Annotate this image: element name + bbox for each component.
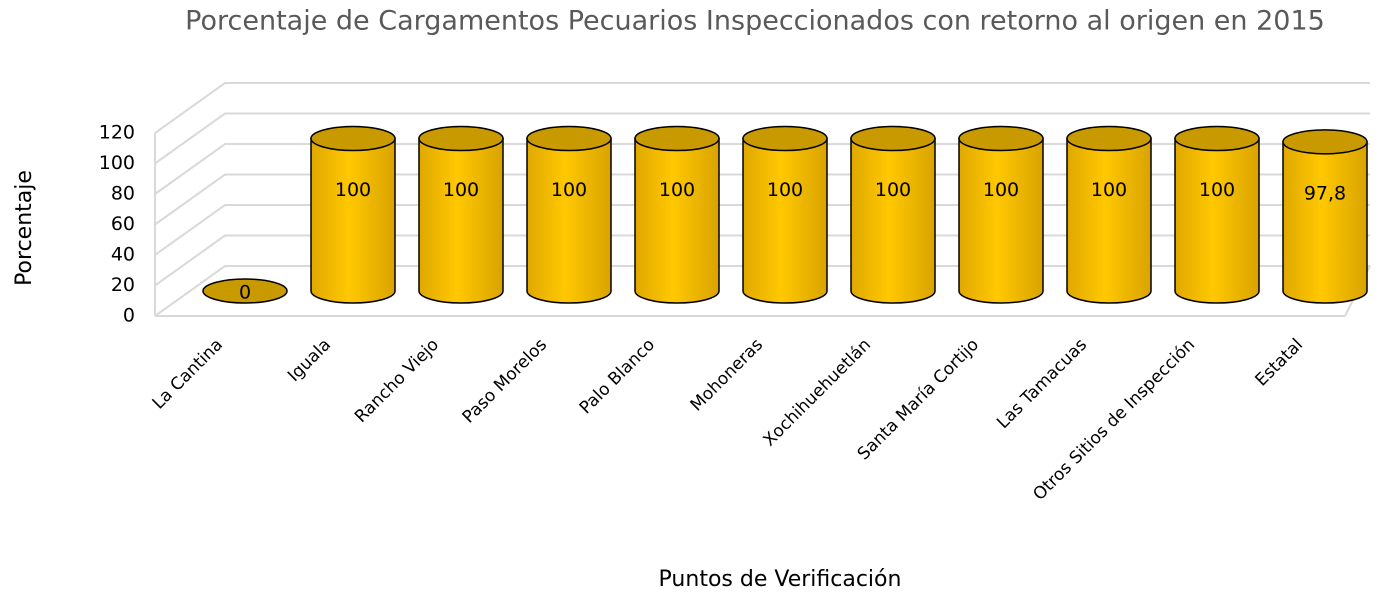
value-label: 100	[443, 179, 479, 201]
cylinder-top	[526, 125, 612, 152]
value-label: 100	[875, 179, 911, 201]
cylinder-side	[418, 137, 504, 304]
cylinder-side	[310, 137, 396, 304]
cylinder-side	[526, 137, 612, 304]
grid-line	[154, 112, 1370, 165]
x-tick-label: Paso Morelos	[459, 335, 552, 428]
y-tick-label: 40	[111, 244, 135, 266]
cylinder-side	[850, 137, 936, 304]
value-label: 100	[1199, 179, 1235, 201]
y-axis-title: Porcentaje	[12, 170, 37, 286]
cylinder-side	[1066, 137, 1152, 304]
value-label: 100	[1091, 179, 1127, 201]
cylinder-top	[310, 125, 396, 152]
cylinder-side	[1282, 141, 1368, 304]
cylinder-top	[1174, 125, 1260, 152]
chart-title: Porcentaje de Cargamentos Pecuarios Insp…	[185, 6, 1325, 37]
y-tick-label: 0	[123, 305, 135, 327]
x-axis-title: Puntos de Verificación	[659, 567, 902, 592]
value-label: 97,8	[1304, 182, 1346, 204]
x-tick-label: Iguala	[284, 335, 335, 386]
value-label: 100	[659, 179, 695, 201]
y-tick-label: 20	[111, 274, 135, 296]
y-tick-label: 100	[99, 152, 135, 174]
y-tick-label: 60	[111, 213, 135, 235]
cylinder-side	[1174, 137, 1260, 304]
value-label: 100	[551, 179, 587, 201]
value-label: 100	[983, 179, 1019, 201]
cylinder-top	[1282, 129, 1368, 155]
cylinder-top	[850, 125, 936, 152]
cylinder-side	[958, 137, 1044, 304]
cylinder-top	[634, 125, 720, 152]
y-tick-label: 120	[99, 122, 135, 144]
x-tick-label: La Cantina	[149, 335, 227, 413]
cylinder-side	[634, 137, 720, 304]
cylinder-top	[958, 125, 1044, 152]
y-tick-label: 80	[111, 183, 135, 205]
cylinder-top	[202, 278, 288, 304]
value-label: 100	[767, 179, 803, 201]
cylinder-top	[742, 125, 828, 152]
x-tick-label: Santa María Cortijo	[854, 335, 983, 464]
x-tick-label: Mohoneras	[687, 335, 768, 416]
cylinder-top	[418, 125, 504, 152]
x-tick-label: Las Tamacuas	[993, 335, 1091, 433]
x-tick-label: Xochihuehuetlán	[759, 335, 875, 451]
grid-line	[154, 82, 1370, 134]
x-tick-label: Estatal	[1252, 335, 1308, 391]
cylinder-side	[742, 137, 828, 304]
cylinder-top	[1066, 125, 1152, 152]
value-label: 0	[239, 282, 251, 304]
x-tick-label: Palo Blanco	[576, 335, 659, 418]
value-label: 100	[335, 179, 371, 201]
x-tick-label: Rancho Viejo	[351, 335, 443, 427]
